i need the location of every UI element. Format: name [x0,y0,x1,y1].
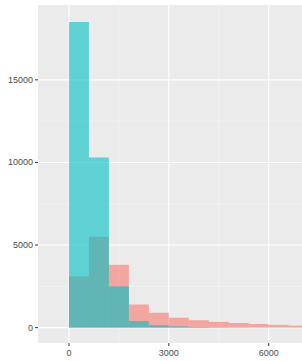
tick [168,343,169,346]
histogram-bar [229,323,249,328]
panel [38,5,302,343]
tick [35,245,38,246]
histogram-bar [89,157,109,327]
axes: 0 3000 6000 0 5000 10000 15000 [8,75,279,358]
histogram-bar [109,286,129,327]
chart: 0 3000 6000 0 5000 10000 15000 [0,0,302,361]
tick [35,327,38,328]
histogram-bar [209,327,229,328]
tick-label: 0 [28,323,33,333]
histogram-bar [149,313,169,328]
histogram-bar [169,318,189,328]
histogram-bar [249,327,269,328]
histogram-bar [209,322,229,328]
tick [68,343,69,346]
histogram-bar [269,327,289,328]
tick [35,79,38,80]
histogram-bar [129,321,149,328]
tick-label: 6000 [259,348,279,358]
tick-label: 3000 [159,348,179,358]
histogram-bar [289,327,302,328]
histogram-bar [249,324,269,328]
tick [35,162,38,163]
grid-line [268,5,269,343]
histogram-bar [269,325,289,328]
histogram-bar [189,326,209,328]
histogram-bar [189,320,209,327]
tick-label: 15000 [8,75,33,85]
histogram-bar [69,22,89,328]
series [69,22,269,328]
histogram-bar [169,326,189,327]
bars [69,22,302,328]
minor-grid-line [218,5,219,343]
histogram-bar [149,325,169,327]
histogram-bar [129,305,149,328]
histogram-bar [229,327,249,328]
grid [38,5,302,343]
tick-label: 5000 [13,240,33,250]
histogram-bar [289,326,302,328]
tick [268,343,269,346]
grid-line [168,5,169,343]
histogram-bar [109,265,129,328]
tick-label: 10000 [8,157,33,167]
tick-label: 0 [66,348,71,358]
